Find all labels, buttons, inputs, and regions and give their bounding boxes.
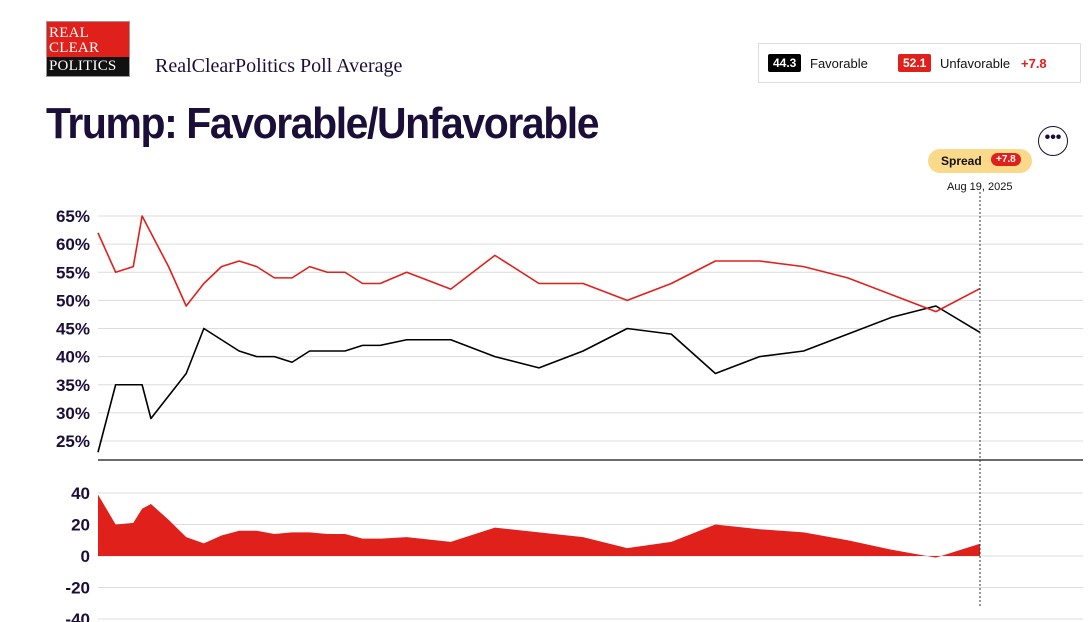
spread-label: Spread (941, 154, 982, 168)
logo-line-1: REAL (49, 25, 89, 41)
main-ytick-label: 30% (56, 404, 90, 423)
main-ytick-label: 65% (56, 207, 90, 226)
spread-tooltip: Spread +7.8 (928, 149, 1032, 173)
spread-ytick-label: -20 (65, 579, 90, 598)
logo-line-3: POLITICS (47, 57, 129, 76)
hover-date: Aug 19, 2025 (947, 181, 1013, 193)
unfavorable-line (97, 215, 981, 313)
source-label: RealClearPolitics Poll Average (155, 55, 403, 77)
unfavorable-value-badge: 52.1 (898, 54, 932, 72)
spread-ytick-label: 40 (71, 484, 90, 503)
favorable-label: Favorable (810, 56, 868, 71)
more-horizontal-icon: ••• (1044, 129, 1062, 146)
spread-ytick-label: 0 (81, 547, 90, 566)
rcp-logo: REAL CLEAR POLITICS (46, 21, 130, 77)
favorable-value-badge: 44.3 (768, 54, 802, 72)
spread-ytick-label: 20 (71, 516, 90, 535)
main-ytick-label: 50% (56, 291, 90, 310)
favorable-line (97, 305, 981, 453)
spread-ytick-label: -40 (65, 610, 90, 622)
legend-box: 44.3 Favorable 52.1 Unfavorable +7.8 (758, 43, 1081, 83)
spread-area (98, 494, 980, 558)
main-ytick-label: 25% (56, 432, 90, 451)
main-ytick-label: 55% (56, 263, 90, 282)
more-options-button[interactable]: ••• (1038, 126, 1068, 156)
page-title: Trump: Favorable/Unfavorable (46, 99, 600, 148)
logo-line-2: CLEAR (49, 40, 100, 56)
spread-value-badge: +7.8 (991, 153, 1021, 166)
main-ytick-label: 45% (56, 320, 90, 339)
main-ytick-label: 35% (56, 376, 90, 395)
legend-spread: +7.8 (1021, 56, 1047, 71)
main-ytick-label: 40% (56, 348, 90, 367)
unfavorable-label: Unfavorable (940, 56, 1011, 71)
main-ytick-label: 60% (56, 235, 90, 254)
